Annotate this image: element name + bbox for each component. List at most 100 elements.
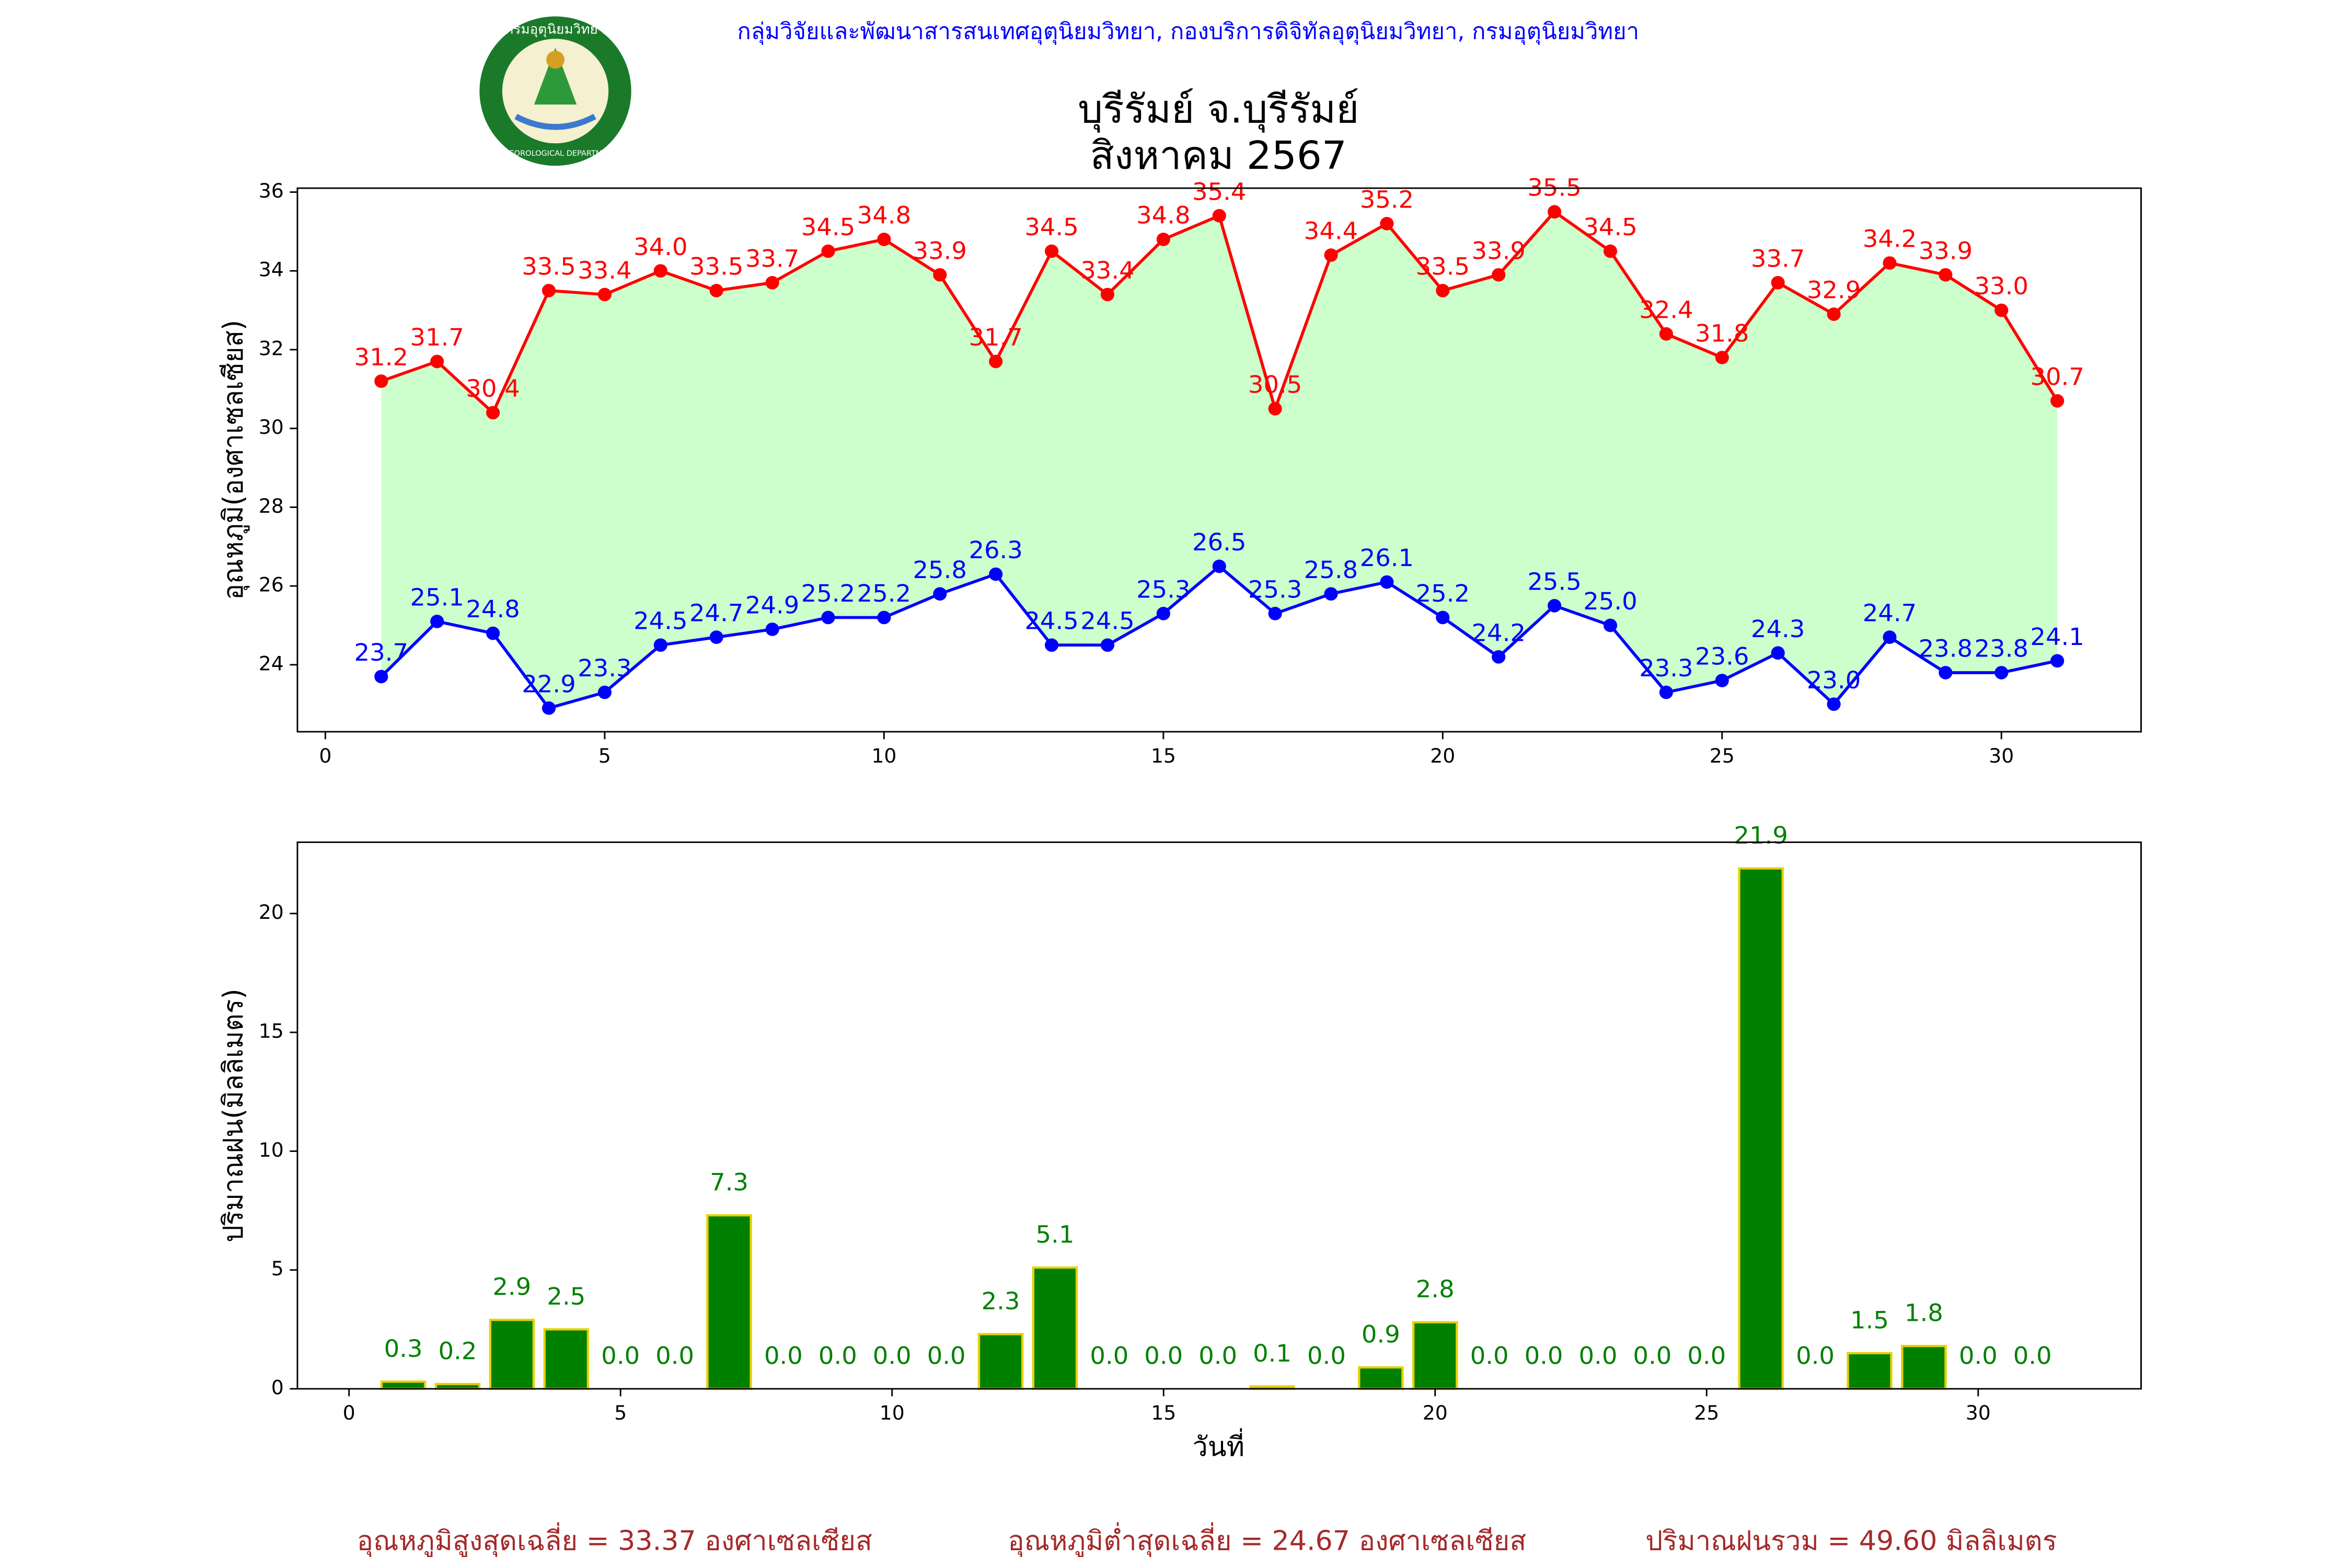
data-label: 25.5 [1527, 568, 1581, 596]
point [597, 287, 612, 302]
point [709, 630, 723, 644]
data-label: 24.5 [633, 607, 687, 635]
plot: 0.3 0.2 2.9 2.5 0.0 0.0 7.3 0.0 0.0 0.0 0.0 2.3 5.1 0… [380, 821, 2052, 1390]
data-label: 23.7 [354, 638, 408, 666]
data-label: 0.0 [764, 1342, 803, 1370]
point [821, 610, 835, 625]
y-tick-label: 0 [271, 1376, 284, 1399]
data-label: 25.2 [857, 579, 911, 607]
data-label: 24.3 [1751, 615, 1805, 643]
y-tick-label: 34 [259, 258, 284, 281]
data-label: 24.2 [1471, 619, 1525, 647]
data-label: 24.1 [2030, 622, 2084, 651]
data-label: 33.4 [578, 256, 631, 284]
point [653, 264, 667, 278]
data-label: 0.0 [1144, 1342, 1183, 1370]
data-label: 24.5 [1080, 607, 1134, 635]
data-label: 32.9 [1807, 276, 1861, 304]
chart-subtitle: สิงหาคม 2567 [1090, 133, 1347, 178]
point [430, 354, 444, 368]
data-label: 0.0 [2013, 1342, 2052, 1370]
bar [380, 1380, 426, 1390]
x-tick-label: 25 [1710, 744, 1735, 767]
data-label: 31.7 [410, 323, 464, 351]
x-tick-label: 0 [319, 744, 331, 767]
bar [1847, 1352, 1893, 1390]
point [486, 626, 500, 640]
data-label: 0.0 [601, 1342, 640, 1370]
point [1827, 307, 1841, 321]
logo-head [546, 51, 564, 69]
logo-figure [534, 48, 577, 105]
data-label: 2.9 [493, 1273, 532, 1301]
point [1883, 630, 1897, 644]
chart-title: บุรีรัมย์ จ.บุรีรัมย์ [1078, 86, 1359, 133]
point [1715, 674, 1729, 687]
point [1100, 287, 1115, 302]
point [1324, 587, 1338, 601]
data-label: 1.8 [1905, 1299, 1943, 1327]
point [1715, 351, 1729, 364]
data-label: 30.7 [2030, 363, 2084, 391]
data-label: 0.3 [384, 1334, 423, 1363]
data-label: 34.0 [633, 233, 687, 261]
data-label: 26.5 [1192, 528, 1246, 556]
point [1156, 607, 1170, 620]
footer-stat: อุณหภูมิต่ำสุดเฉลี่ย = 24.67 องศาเซลเซีย… [1008, 1522, 1526, 1557]
data-label: 33.5 [522, 252, 575, 281]
data-label: 23.3 [1639, 654, 1693, 683]
point [989, 354, 1003, 368]
point [1380, 216, 1394, 230]
point [541, 284, 556, 297]
logo-water [514, 113, 596, 130]
data-label: 25.0 [1583, 587, 1637, 615]
x-tick-label: 0 [343, 1401, 355, 1424]
data-label: 25.2 [1416, 579, 1470, 607]
data-label: 0.0 [818, 1342, 857, 1370]
point [1548, 205, 1562, 219]
data-label: 33.5 [689, 252, 743, 281]
y-tick-label: 36 [259, 179, 284, 202]
data-label: 33.0 [1975, 272, 2028, 301]
data-label: 2.5 [547, 1282, 585, 1310]
data-label: 23.6 [1695, 642, 1749, 671]
data-label: 33.9 [1471, 237, 1525, 265]
data-label: 2.8 [1416, 1275, 1455, 1304]
point [989, 567, 1003, 581]
plot-frame [296, 841, 2142, 1390]
x-tick-label: 30 [1966, 1401, 1991, 1424]
point [2050, 654, 2065, 668]
y-tick-label: 28 [259, 494, 284, 517]
data-label: 31.7 [969, 323, 1022, 351]
data-label: 0.9 [1362, 1320, 1400, 1348]
logo: กรมอุตุนิยมวิทยา METEOROLOGICAL DEPARTME… [479, 16, 631, 166]
point [1603, 244, 1618, 258]
y-axis-label: อุณหภูมิ(องศาเซลเซียส) [218, 320, 250, 600]
point [653, 638, 667, 652]
footer-stat: ปริมาณฝนรวม = 49.60 มิลลิเมตร [1645, 1526, 2057, 1557]
point [1939, 268, 1953, 282]
point [430, 615, 444, 628]
data-label: 0.2 [439, 1337, 477, 1365]
y-tick-label: 30 [259, 416, 284, 439]
data-label: 0.0 [1307, 1342, 1346, 1370]
point [1212, 209, 1226, 223]
data-label: 0.0 [1525, 1342, 1563, 1370]
point [1268, 607, 1282, 620]
logo-top-text: กรมอุตุนิยมวิทยา [505, 22, 606, 38]
x-tick-label: 10 [880, 1401, 905, 1424]
data-label: 35.2 [1360, 186, 1414, 214]
bar [1358, 1366, 1404, 1390]
point [374, 374, 388, 388]
x-tick-label: 15 [1151, 744, 1176, 767]
point [1324, 248, 1338, 262]
data-label: 5.1 [1036, 1220, 1075, 1249]
point [1045, 638, 1059, 652]
point [1548, 598, 1562, 613]
point [1156, 233, 1170, 246]
data-label: 33.9 [913, 237, 967, 265]
data-label: 0.0 [1633, 1342, 1671, 1370]
data-label: 21.9 [1734, 821, 1788, 849]
data-label: 0.0 [1959, 1342, 1998, 1370]
data-label: 25.3 [1248, 575, 1302, 604]
